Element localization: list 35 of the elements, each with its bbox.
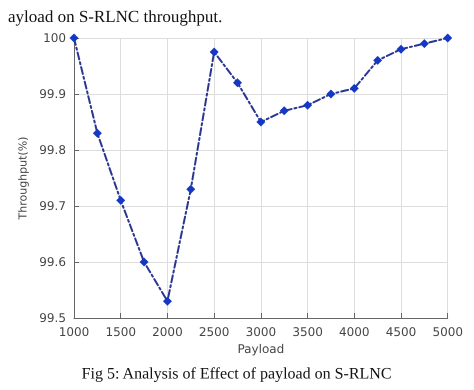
x-tick-label: 4500: [386, 325, 416, 339]
point: [396, 44, 406, 54]
x-tick-label: 1000: [58, 325, 90, 339]
point: [326, 90, 336, 98]
y-tick-label: 99.7: [39, 199, 66, 213]
point: [233, 78, 242, 88]
y-tick-label: 100: [43, 31, 66, 45]
point: [373, 56, 382, 65]
x-tick-label: 2000: [152, 325, 183, 339]
caption: Fig 5: Analysis of Effect of payload on S-RLNC: [82, 366, 392, 382]
x-tick-label: 2500: [198, 325, 230, 339]
x-tick-label: 3000: [246, 325, 276, 339]
y-axis-title: Throughput(%): [16, 136, 30, 220]
point: [443, 34, 452, 42]
point: [280, 106, 289, 116]
text: ayload on S-RLNC throughput.: [8, 7, 222, 26]
y-tick-label: 99.6: [39, 255, 66, 269]
point: [256, 118, 266, 126]
point: [210, 48, 219, 56]
y-tick-label: 99.8: [39, 143, 66, 157]
x-tick-label: 1500: [105, 325, 136, 339]
point: [140, 258, 149, 266]
x-tick-label: 4000: [339, 325, 370, 339]
point: [303, 100, 312, 110]
point: [350, 84, 359, 93]
point: [162, 296, 172, 306]
x-axis-title: Payload: [237, 342, 284, 356]
x-tick-label: 5000: [432, 325, 464, 339]
x-tick-label: 3500: [292, 325, 323, 339]
point: [420, 39, 429, 48]
y-tick-label: 99.5: [39, 311, 66, 325]
y-tick-label: 99.9: [39, 87, 66, 101]
point: [186, 184, 196, 194]
point: [116, 196, 126, 205]
point: [92, 128, 102, 138]
